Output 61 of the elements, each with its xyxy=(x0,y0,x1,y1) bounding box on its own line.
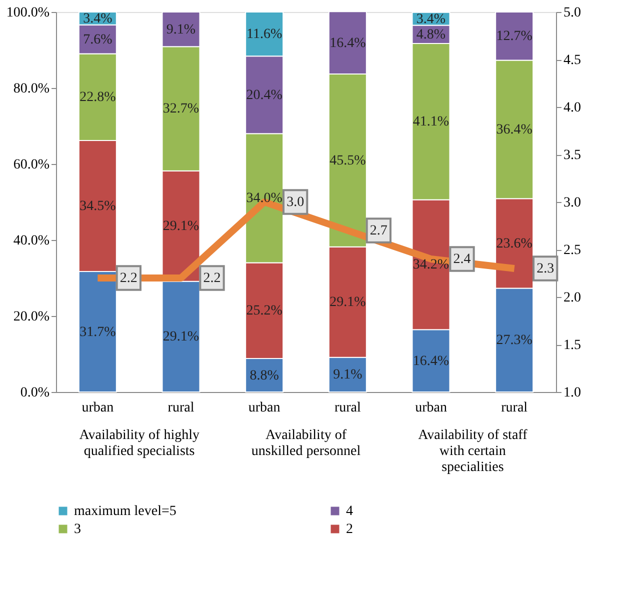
y2-tick-label: 5.0 xyxy=(564,6,581,20)
data-label: 2.7 xyxy=(370,224,388,238)
data-label: 27.3% xyxy=(496,333,533,348)
x-tick-label: rural xyxy=(501,400,528,416)
data-label: 34.5% xyxy=(80,198,116,214)
data-label: 34.0% xyxy=(246,191,283,206)
y2-tick-label: 1.5 xyxy=(564,338,581,353)
data-label: 9.1% xyxy=(166,22,196,38)
data-label: 25.2% xyxy=(246,304,283,319)
data-label: 4.8% xyxy=(416,27,446,42)
y-tick-label: 0.0% xyxy=(20,386,50,400)
data-label: 12.7% xyxy=(496,29,533,44)
y2-tick-label: 4.5 xyxy=(564,53,581,68)
y2-tick-label: 4.0 xyxy=(564,100,581,116)
data-label: 16.4% xyxy=(330,36,366,51)
data-label: 20.4% xyxy=(246,88,283,103)
data-label: 41.1% xyxy=(412,114,450,130)
data-label: 29.1% xyxy=(330,295,366,310)
x-tick-label: rural xyxy=(334,400,361,416)
data-label: 45.5% xyxy=(330,153,366,168)
data-label: 8.8% xyxy=(250,368,280,384)
x-tick-label: urban xyxy=(415,400,447,416)
y-tick-label: 40.0% xyxy=(13,234,50,248)
data-label: 2.3 xyxy=(536,262,554,276)
text: Availability of unskilled personnel xyxy=(251,428,361,459)
y2-tick-label: 3.0 xyxy=(564,196,581,210)
y-tick-label: 60.0% xyxy=(13,158,50,172)
data-label: 3.4% xyxy=(416,12,446,27)
data-label: 3.4% xyxy=(83,11,113,26)
y2-tick-label: 2.0 xyxy=(564,290,581,306)
data-label: 23.6% xyxy=(496,236,533,252)
y2-tick-label: 2.5 xyxy=(564,243,581,258)
legend-label: 3 xyxy=(74,522,81,537)
data-label: 29.1% xyxy=(162,219,200,234)
data-label: 9.1% xyxy=(333,368,363,383)
y2-tick-label: 3.5 xyxy=(564,148,581,163)
text: Availability of highly qualified specialists xyxy=(79,428,200,459)
data-label: 34.2% xyxy=(412,258,450,273)
data-label: 16.4% xyxy=(412,354,450,369)
legend-label: maximum level=5 xyxy=(74,504,176,519)
y2-tick-label: 1.0 xyxy=(564,386,581,400)
data-label: 2.2 xyxy=(120,271,138,286)
legend-label: 2 xyxy=(346,522,353,537)
data-label: 31.7% xyxy=(80,324,116,340)
data-label: 3.0 xyxy=(286,195,304,210)
data-label: 32.7% xyxy=(162,102,200,117)
x-tick-label: urban xyxy=(248,400,280,416)
data-label: 11.6% xyxy=(246,27,282,42)
text: Availability of staff with certain specialities xyxy=(418,428,528,475)
x-tick-label: urban xyxy=(82,400,114,416)
data-label: 29.1% xyxy=(162,330,200,345)
y-tick-label: 20.0% xyxy=(13,310,50,324)
data-label: 7.6% xyxy=(83,32,113,48)
data-label: 2.2 xyxy=(203,271,221,286)
data-label: 36.4% xyxy=(496,122,533,138)
y-tick-label: 100.0% xyxy=(6,6,50,20)
data-label: 2.4 xyxy=(453,252,471,267)
data-label: 22.8% xyxy=(80,90,116,106)
legend-label: 4 xyxy=(346,504,353,519)
y-tick-label: 80.0% xyxy=(13,82,50,96)
x-tick-label: rural xyxy=(168,400,194,416)
